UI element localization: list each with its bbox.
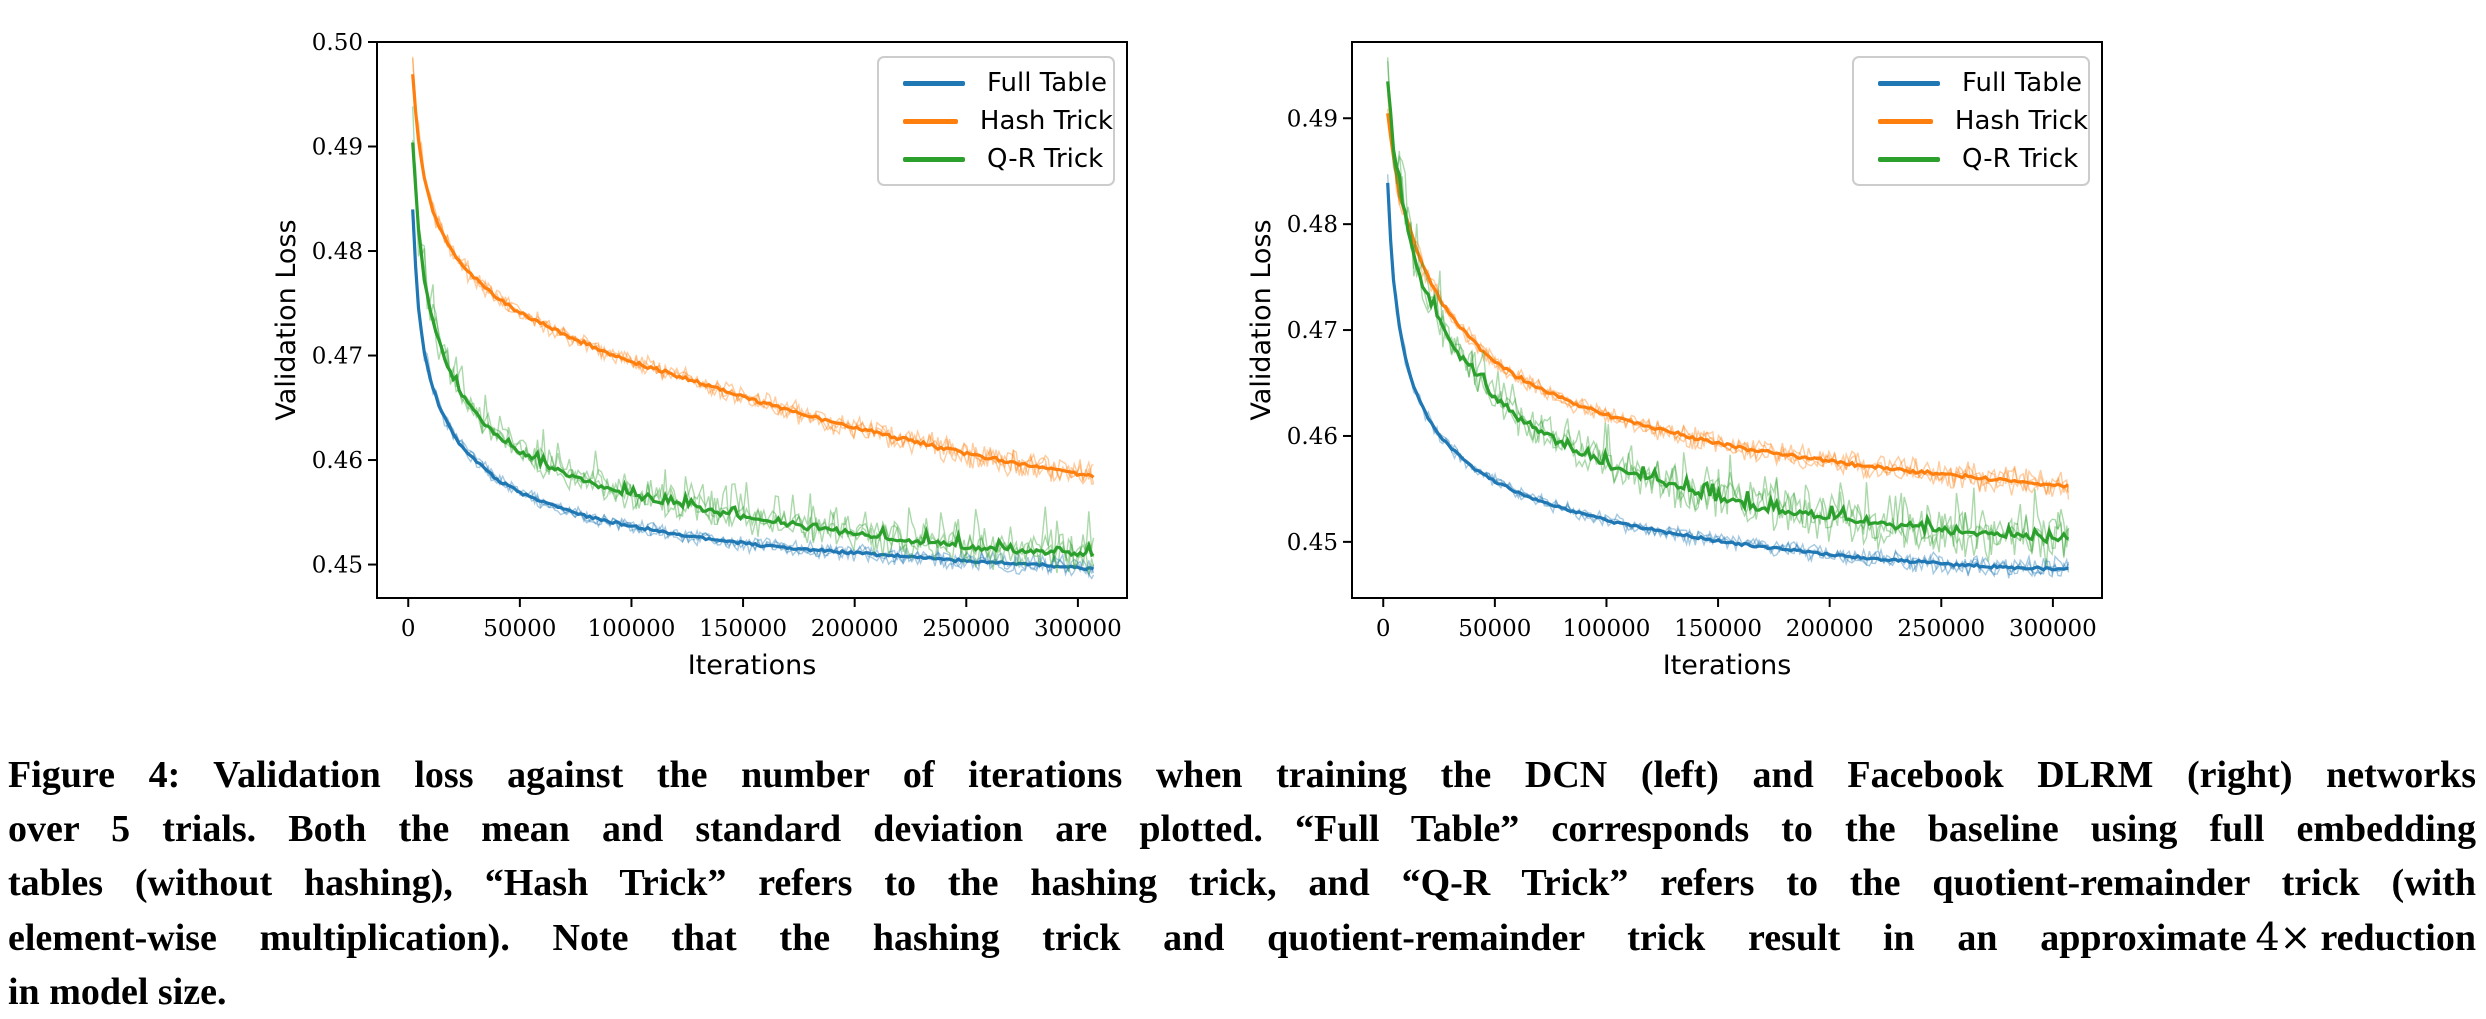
figure-caption: Figure 4: Validation loss against the nu… [8, 748, 2476, 1019]
caption-line-4-math: 4× [2255, 915, 2312, 959]
legend-line-qr-trick-swatch [903, 156, 965, 162]
series-hash-trick-band [412, 80, 1094, 486]
plot-dcn-left-: 0 50000 100000 150000 200000 250000 300000 0.45… [271, 30, 1128, 681]
x-tick-label: 250000 [922, 616, 1010, 642]
x-tick-label: 250000 [1897, 616, 1985, 642]
legend-line-qr-trick-swatch [1878, 156, 1940, 162]
y-tick-label: 0.45 [1287, 530, 1338, 556]
y-axis-label: Validation Loss [271, 219, 302, 420]
y-tick-label: 0.49 [1287, 106, 1338, 132]
legend-item-qr-trick: Q-R Trick [879, 144, 1113, 174]
x-tick-label: 150000 [1674, 616, 1762, 642]
legend-line-full-table-swatch [903, 80, 965, 86]
x-tick-label: 300000 [1034, 616, 1122, 642]
caption-line-1: Figure 4: Validation loss against the nu… [8, 754, 2476, 796]
y-axis: 0.45 0.46 0.47 0.48 0.49 [1287, 106, 1352, 556]
series-hash-trick-mean [411, 74, 1095, 479]
legend-item-full-table: Full Table [879, 68, 1113, 98]
y-tick-label: 0.47 [1287, 318, 1338, 344]
legend-label-qr-trick: Q-R Trick [987, 144, 1104, 174]
legend-line-hash-trick-swatch [1878, 118, 1933, 124]
legend-line-hash-trick-swatch [903, 118, 958, 124]
y-tick-label: 0.47 [312, 344, 363, 370]
plot-facebook-dlrm-right-: 0 50000 100000 150000 200000 250000 300000 0.45… [1246, 41, 2103, 681]
x-tick-label: 0 [1376, 616, 1391, 642]
legend-line-full-table-swatch [1878, 80, 1940, 86]
caption-line-3: tables (without hashing), “Hash Trick” r… [8, 862, 2476, 904]
series-full-table-mean [1386, 182, 2069, 572]
series-full-table-band [412, 213, 1095, 579]
legend-item-qr-trick: Q-R Trick [1854, 144, 2088, 174]
series-hash-trick-mean [1386, 113, 2069, 489]
x-axis-label: Iterations [688, 650, 817, 681]
x-tick-label: 300000 [2009, 616, 2097, 642]
legend-label-qr-trick: Q-R Trick [1962, 144, 2079, 174]
series-area [1386, 57, 2070, 579]
y-axis-label: Validation Loss [1246, 219, 1277, 420]
y-tick-label: 0.46 [1287, 424, 1338, 450]
series-full-table-mean [411, 209, 1095, 572]
series-q-r-trick-mean [411, 142, 1095, 558]
x-axis-label: Iterations [1663, 650, 1792, 681]
x-tick-label: 0 [401, 616, 416, 642]
x-tick-label: 50000 [483, 616, 556, 642]
y-axis: 0.45 0.46 0.47 0.48 0.49 0.50 [312, 30, 377, 579]
x-tick-label: 200000 [811, 616, 899, 642]
series-full-table-band [1387, 194, 2070, 578]
legend-item-full-table: Full Table [1854, 68, 2088, 98]
y-tick-label: 0.45 [312, 553, 363, 579]
x-axis: 0 50000 100000 150000 200000 250000 300000 [401, 598, 1122, 642]
y-tick-label: 0.50 [312, 30, 363, 56]
y-tick-label: 0.48 [1287, 212, 1338, 238]
series-q-r-trick-band [412, 139, 1095, 575]
series-q-r-trick-mean [1386, 81, 2070, 545]
y-tick-label: 0.48 [312, 239, 363, 265]
x-tick-label: 100000 [1563, 616, 1651, 642]
figure-4: 0 50000 100000 150000 200000 250000 300000 0.45… [271, 30, 2103, 681]
caption-line-5: in model size. [8, 971, 227, 1013]
series-q-r-trick-band [412, 148, 1095, 571]
caption-line-4: element-wise multiplication). Note that … [8, 910, 2476, 965]
legend-item-hash-trick: Hash Trick [879, 106, 1113, 136]
legend-label-hash-trick: Hash Trick [979, 106, 1113, 136]
legend-label-hash-trick: Hash Trick [1954, 106, 2088, 136]
series-q-r-trick-band [1387, 57, 2070, 562]
caption-line-2: over 5 trials. Both the mean and standar… [8, 808, 2476, 850]
legend-left: Full Table Hash Trick Q-R Trick [877, 56, 1115, 186]
x-tick-label: 150000 [699, 616, 787, 642]
legend-label-full-table: Full Table [1962, 68, 2082, 98]
series-hash-trick-band [412, 56, 1094, 484]
series-hash-trick-band [1387, 119, 2070, 495]
plot-frame [1351, 41, 2103, 599]
legend-label-full-table: Full Table [987, 68, 1107, 98]
x-axis: 0 50000 100000 150000 200000 250000 300000 [1376, 598, 2097, 642]
caption-line-4-text: element-wise multiplication). Note that … [8, 917, 2247, 959]
caption-line-4-tail: reduction [2320, 917, 2476, 959]
legend-right: Full Table Hash Trick Q-R Trick [1852, 56, 2090, 186]
x-tick-label: 50000 [1458, 616, 1531, 642]
y-tick-label: 0.49 [312, 135, 363, 161]
series-q-r-trick-band [1387, 85, 2070, 567]
x-tick-label: 100000 [588, 616, 676, 642]
series-area [411, 56, 1095, 580]
charts-svg: 0 50000 100000 150000 200000 250000 300000 0.45… [271, 30, 2103, 681]
y-tick-label: 0.46 [312, 448, 363, 474]
plot-frame [376, 41, 1128, 599]
x-tick-label: 200000 [1786, 616, 1874, 642]
legend-item-hash-trick: Hash Trick [1854, 106, 2088, 136]
series-hash-trick-band [1387, 108, 2070, 500]
